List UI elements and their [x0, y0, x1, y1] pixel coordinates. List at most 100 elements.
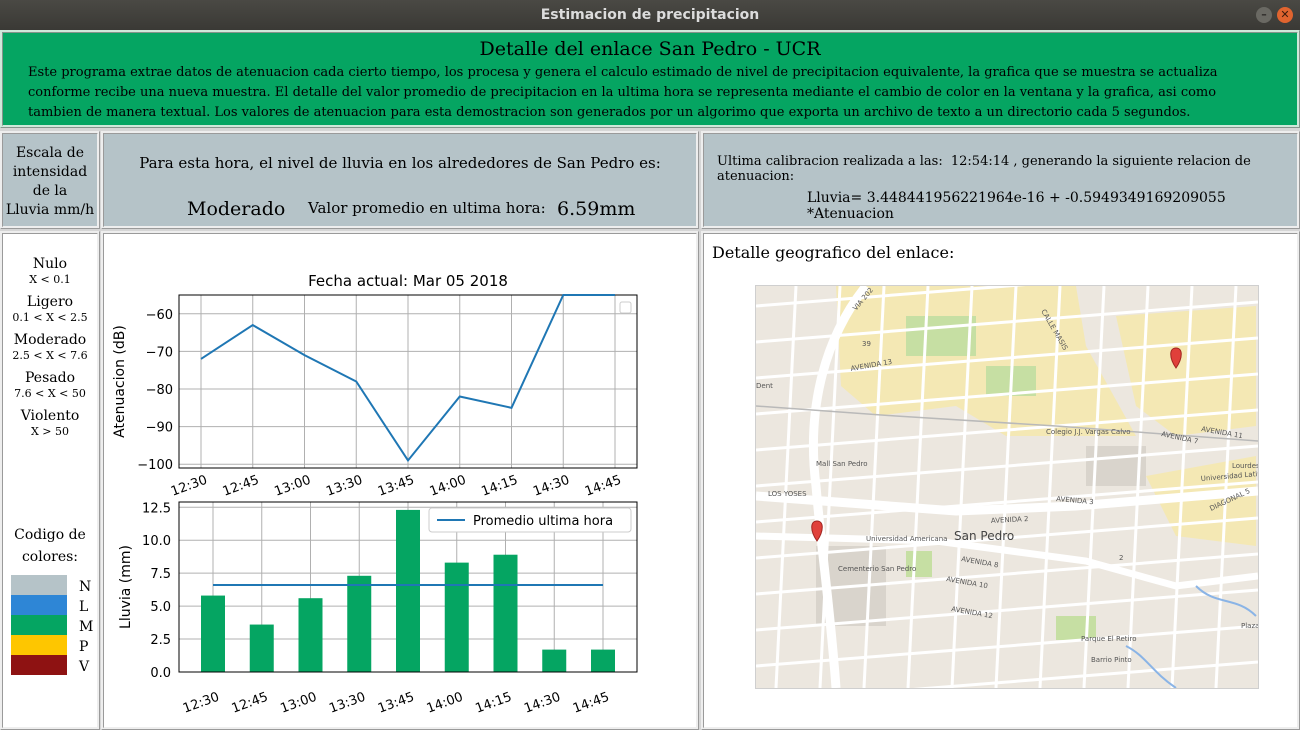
chart2-xtick-label: 14:30 — [522, 690, 562, 717]
swatch-v — [11, 655, 67, 675]
chart2-legend-label: Promedio ultima hora — [473, 514, 613, 529]
chart1-ytick-label: −100 — [137, 458, 173, 473]
map-marker-icon[interactable] — [1170, 347, 1182, 369]
chart1-legend-box — [619, 301, 632, 314]
swatch-m — [11, 615, 67, 635]
map-city-label: San Pedro — [954, 529, 1014, 543]
window-title: Estimacion de precipitacion — [540, 7, 760, 23]
map-street — [818, 286, 842, 688]
map-label: Lourdes — [1232, 462, 1259, 470]
geo-title: Detalle geografico del enlace: — [712, 243, 955, 262]
chart2-xtick-label: 13:00 — [279, 690, 319, 717]
map-label: AVENIDA 2 — [991, 515, 1029, 525]
scale-title-line: Escala de — [15, 145, 85, 161]
calibration-formula: Lluvia= 3.448441956221964e-16 + -0.59493… — [807, 190, 1226, 222]
chart1-xtick-label: 14:15 — [480, 473, 520, 500]
chart1-frame — [178, 294, 638, 469]
map-label: AVENIDA 3 — [1056, 495, 1094, 506]
chart1-ytick-label: −90 — [146, 421, 173, 436]
level-name: Moderado — [13, 332, 87, 348]
scale-title-line: Lluvia mm/h — [5, 202, 95, 218]
chart1-xtick-label: 13:45 — [376, 473, 416, 500]
chart2-bar — [542, 649, 567, 672]
code-letter-v: V — [79, 659, 90, 675]
chart1-xtick-label: 13:30 — [324, 473, 364, 500]
level-moderado: Moderado 2.5 < X < 7.6 — [3, 332, 97, 363]
chart2-xtick-label: 12:30 — [181, 690, 221, 717]
chart1-xtick-label: 13:00 — [273, 473, 313, 500]
chart1-ylabel: Atenuacion (dB) — [112, 325, 128, 438]
chart2-ytick-label: 2.5 — [150, 633, 171, 648]
map-park — [1056, 616, 1096, 640]
calibration-panel: Ultima calibracion realizada a las: 12:5… — [701, 131, 1300, 229]
scale-title-panel: Escala de intensidad de la Lluvia mm/h — [0, 131, 100, 229]
legend-panel: Nulo X < 0.1 Ligero 0.1 < X < 2.5 Moderado… — [0, 231, 100, 730]
map-label: 39 — [862, 340, 871, 348]
level-pesado: Pesado 7.6 < X < 50 — [3, 370, 97, 401]
map-campus-area — [1116, 306, 1256, 436]
chart2-frame — [178, 501, 638, 673]
map-label: Dent — [756, 382, 773, 390]
chart1-xtick-label: 14:45 — [583, 473, 623, 500]
chart2-xtick-label: 14:15 — [474, 690, 514, 717]
code-letter-p: P — [79, 639, 89, 655]
header-panel: Detalle del enlace San Pedro - UCR Este … — [0, 30, 1300, 128]
swatch-p — [11, 635, 67, 655]
chart1-ytick-label: −70 — [146, 345, 173, 360]
chart2-bar — [201, 595, 225, 672]
calibration-suffix: , generando la siguiente relacion de ate… — [717, 154, 1251, 184]
map-label: LOS YOSES — [768, 490, 807, 498]
map-street — [756, 336, 1258, 380]
swatch-l — [11, 595, 67, 615]
code-letter-m: M — [79, 619, 94, 635]
level-range: X > 50 — [30, 425, 70, 438]
map-street — [1214, 286, 1238, 688]
level-range: X < 0.1 — [29, 273, 71, 286]
map-park — [906, 551, 932, 577]
code-letter-l: L — [79, 599, 89, 615]
map-street — [756, 372, 1258, 416]
chart2-xtick-label: 13:30 — [327, 690, 367, 717]
level-ligero: Ligero 0.1 < X < 2.5 — [3, 294, 97, 325]
map-street — [756, 408, 1258, 452]
map-street — [1170, 286, 1194, 688]
level-name: Violento — [20, 408, 80, 424]
map-marker-icon[interactable] — [811, 520, 823, 542]
map-street — [906, 286, 930, 688]
charts-svg: Fecha actual: Mar 05 2018 −60 −70 −80 −90 −10… — [112, 272, 638, 717]
geo-panel: Detalle geografico del enlace: AVENIDA 1… — [701, 231, 1300, 730]
map-label: Universidad Americana — [866, 535, 947, 543]
current-prompt: Para esta hora, el nivel de lluvia en lo… — [139, 154, 661, 172]
chart2-ytick-label: 10.0 — [142, 534, 171, 549]
color-code-title-line: Codigo de — [14, 527, 86, 543]
map-river — [1125, 645, 1177, 688]
chart1-xtick-label: 14:30 — [531, 473, 571, 500]
chart2-legend-box — [428, 507, 632, 533]
map-railway — [756, 405, 1258, 442]
map-label: Mall San Pedro — [816, 460, 868, 468]
chart1-ytick-label: −60 — [146, 308, 173, 323]
map-main-road — [809, 286, 870, 688]
map-street — [1126, 286, 1150, 688]
map-street — [1038, 286, 1062, 688]
map-street — [756, 516, 1258, 560]
chart2-ytick-label: 5.0 — [150, 600, 171, 615]
chart1-ytick-label: −80 — [146, 383, 173, 398]
map-street — [756, 480, 1258, 524]
map-street — [912, 660, 1258, 688]
map-label: Barrio Pinto — [1091, 656, 1132, 664]
map-label: Cementerio San Pedro — [838, 565, 916, 573]
calibration-label: Ultima calibracion realizada a las: — [717, 154, 943, 169]
calibration-time: 12:54:14 — [950, 154, 1010, 169]
chart2-ytick-label: 0.0 — [150, 666, 171, 681]
level-range: 0.1 < X < 2.5 — [12, 311, 88, 324]
map-park — [906, 316, 976, 356]
map-street — [1082, 286, 1106, 688]
map-street — [950, 286, 974, 688]
close-icon[interactable]: ✕ — [1277, 7, 1293, 23]
map-main-road — [756, 486, 1258, 516]
minimize-icon[interactable]: – — [1256, 7, 1272, 23]
map-label: 2 — [1119, 554, 1123, 562]
map-street — [994, 286, 1018, 688]
avg-label: Valor promedio en ultima hora: — [308, 199, 546, 217]
